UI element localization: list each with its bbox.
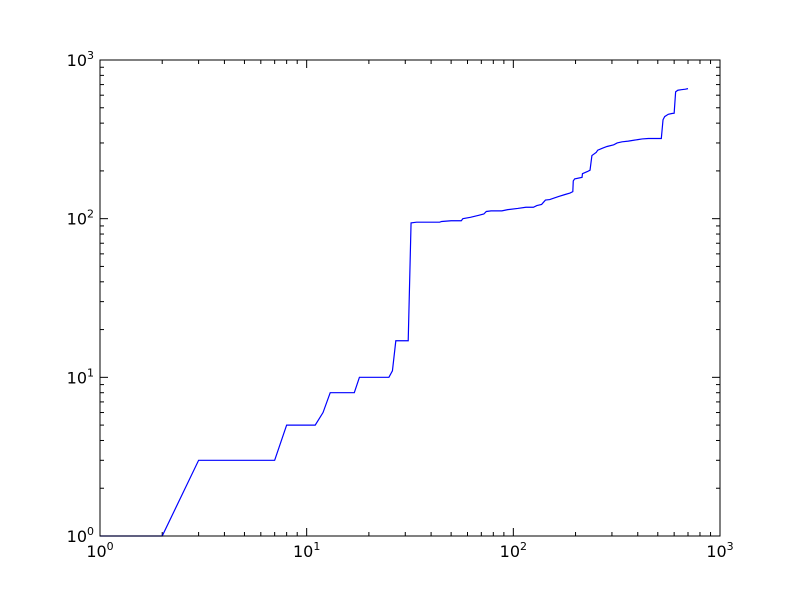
- y-tick-label: 100: [67, 525, 94, 546]
- series-line: [100, 88, 689, 537]
- x-tick-label: 101: [293, 540, 320, 561]
- y-tick-label: 103: [67, 49, 94, 70]
- y-tick-label: 102: [67, 208, 94, 229]
- minor-ticks: [100, 60, 720, 536]
- plot-frame: [99, 59, 721, 537]
- x-tick-label: 102: [500, 540, 527, 561]
- x-tick-label: 103: [706, 540, 733, 561]
- plot-area-background: [100, 60, 720, 536]
- tick-labels: 100 101 102 103 100 101 102 103: [67, 49, 734, 561]
- series-layer: [100, 88, 689, 537]
- y-tick-label: 101: [67, 366, 94, 387]
- x-tick-label: 100: [86, 540, 113, 561]
